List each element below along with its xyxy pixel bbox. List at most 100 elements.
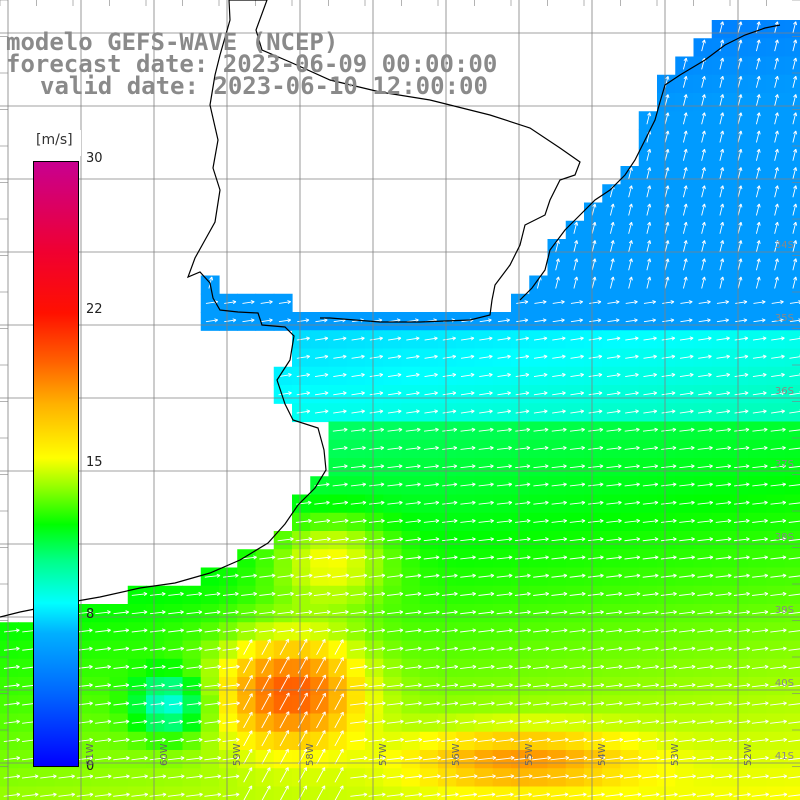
wind-arrow-head [610, 276, 614, 280]
wind-arrow-head [574, 258, 578, 262]
wind-arrow-head [728, 774, 733, 777]
wind-arrow [368, 702, 386, 706]
wind-arrow-head [672, 429, 677, 432]
wind-arrow-head [509, 792, 514, 795]
wind-arrow [204, 684, 221, 688]
wind-arrow-head [363, 664, 368, 667]
wind-arrow-head [738, 112, 742, 116]
wind-arrow [478, 520, 494, 523]
wind-arrow-head [565, 739, 569, 742]
wind-arrow-head [472, 646, 477, 649]
wind-arrow-head [685, 149, 688, 153]
wind-arrow [296, 355, 310, 359]
wind-arrow-head [400, 737, 404, 740]
wind-arrow [788, 520, 800, 523]
wind-arrow [460, 501, 476, 505]
wind-arrow [387, 483, 403, 487]
wind-arrow-head [764, 628, 769, 631]
wind-arrow [113, 702, 130, 706]
wind-arrow-head [491, 702, 495, 706]
wind-arrow-head [722, 112, 725, 117]
wind-arrow-head [783, 701, 787, 704]
wind-arrow-head [490, 646, 495, 649]
wind-arrow-head [691, 629, 696, 633]
wind-arrow-head [288, 372, 292, 375]
wind-arrow-head [527, 719, 532, 722]
wind-arrow [369, 429, 384, 432]
wind-arrow-head [161, 610, 166, 613]
wind-arrow-head [381, 647, 386, 651]
wind-arrow-head [720, 112, 724, 116]
wind-arrow-head [379, 409, 384, 412]
wind-arrow-head [582, 575, 586, 578]
wind-arrow-head [544, 410, 548, 414]
wind-arrow-head [345, 610, 349, 613]
wind-arrow-head [491, 684, 495, 688]
wind-arrow [333, 355, 347, 359]
wind-arrow-head [545, 520, 549, 524]
wind-arrow [334, 785, 344, 800]
wind-arrow [368, 757, 386, 761]
wind-arrow [624, 520, 640, 523]
wind-arrow-head [704, 276, 706, 281]
wind-arrow [423, 720, 440, 724]
wind-arrow [678, 793, 696, 797]
wind-arrow [441, 684, 458, 688]
wind-arrow-head [161, 664, 166, 668]
wind-arrow-head [708, 410, 712, 414]
wind-arrow-head [674, 756, 678, 759]
wind-arrow-head [728, 702, 733, 706]
wind-arrow [222, 702, 240, 706]
wind-arrow-head [89, 648, 93, 651]
wind-arrow-head [272, 629, 276, 633]
wind-cell [748, 786, 768, 800]
wind-arrow-head [363, 756, 368, 759]
wind-arrow-head [435, 610, 440, 613]
wind-arrow [716, 410, 730, 414]
wind-arrow-head [143, 591, 148, 595]
wind-arrow-head [345, 537, 349, 540]
wind-arrow [697, 483, 713, 487]
wind-arrow-head [470, 372, 475, 375]
lat-label-38s: 38S [774, 532, 794, 543]
wind-arrow-head [582, 684, 586, 688]
wind-arrow [478, 447, 494, 450]
wind-arrow-head [125, 629, 130, 633]
wind-arrow [332, 629, 349, 633]
wind-arrow [314, 374, 329, 377]
wind-arrow-head [795, 258, 798, 263]
wind-cell [784, 38, 800, 58]
wind-arrow-head [583, 793, 587, 797]
wind-arrow [261, 656, 271, 674]
wind-arrow-head [344, 518, 349, 522]
wind-arrow-head [144, 757, 148, 761]
wind-arrow-head [435, 427, 439, 430]
wind-arrow-head [563, 482, 567, 485]
wind-arrow-head [107, 683, 111, 686]
wind-arrow [387, 611, 403, 615]
wind-arrow [533, 538, 549, 542]
wind-arrow [661, 483, 677, 487]
wind-arrow [334, 748, 344, 765]
wind-arrow-head [491, 647, 495, 651]
wind-arrow-head [125, 666, 130, 670]
wind-arrow-head [597, 318, 602, 321]
wind-arrow [168, 611, 184, 615]
wind-arrow-head [325, 410, 329, 414]
wind-arrow-head [746, 556, 750, 560]
wind-arrow-head [692, 702, 696, 706]
wind-arrow [350, 574, 368, 578]
wind-arrow [478, 593, 495, 596]
wind-arrow-head [764, 520, 768, 524]
wind-arrow-head [508, 537, 513, 540]
wind-arrow [259, 556, 276, 560]
wind-arrow-head [126, 774, 130, 777]
wind-arrow [628, 167, 633, 180]
wind-arrow-head [362, 429, 366, 432]
wind-arrow [387, 593, 403, 596]
wind-arrow-head [745, 427, 750, 430]
wind-arrow-head [709, 610, 714, 613]
wind-arrow-head [180, 591, 184, 595]
wind-arrow-head [489, 374, 493, 378]
wind-arrow [131, 647, 148, 651]
